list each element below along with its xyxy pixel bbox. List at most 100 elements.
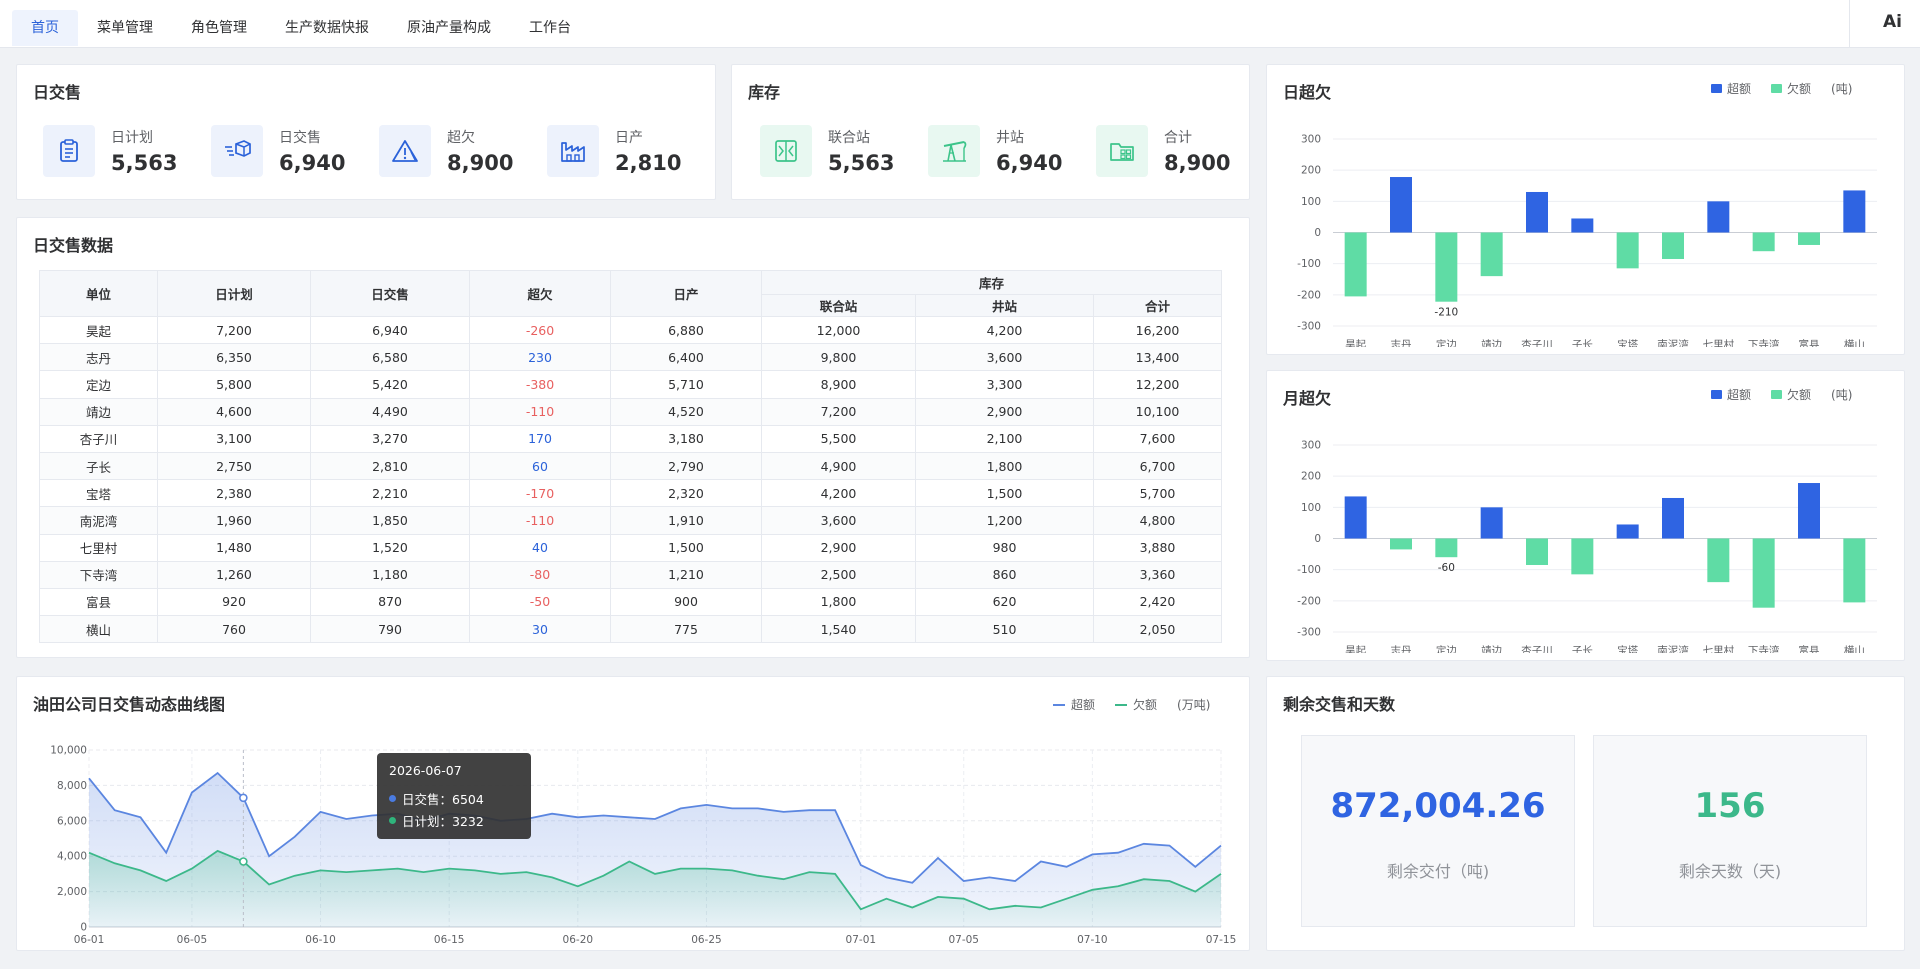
legend-surplus[interactable]: 超额: [1711, 80, 1751, 97]
table-cell: 6,700: [1093, 451, 1222, 481]
tab-home[interactable]: 首页: [12, 10, 78, 46]
bar[interactable]: [1526, 538, 1548, 565]
table-row: 宝塔 2,380 2,210 -170 2,320 4,200 1,500 5,700: [39, 479, 1222, 508]
table-cell: -110: [469, 506, 611, 535]
table-cell: 1,210: [610, 560, 762, 589]
x-tick-label: 06-25: [691, 934, 722, 946]
tab-oil-output-composition[interactable]: 原油产量构成: [407, 20, 491, 36]
tab-workbench[interactable]: 工作台: [529, 20, 571, 36]
trend-chart[interactable]: 10,000 8,000 6,000 4,000 2,000 006-01 06-05 06-…: [17, 717, 1249, 949]
x-tick-label: 07-05: [948, 934, 979, 946]
table-cell: 4,200: [915, 315, 1094, 345]
x-tick-label: 子长: [1572, 339, 1593, 347]
data-label: -60: [1438, 562, 1455, 574]
bar[interactable]: [1344, 496, 1367, 539]
bar[interactable]: [1707, 201, 1730, 233]
data-label: -210: [1434, 307, 1458, 319]
sales-data-table: 单位 日计划 日交售 超欠 日产 库存 联合站 井站 合计 昊起 7,200 6,9…: [39, 270, 1222, 644]
stat-label: 日计划: [111, 130, 153, 146]
delivery-box-icon: [211, 125, 263, 177]
header-total: 合计: [1093, 294, 1222, 317]
series-area: [89, 850, 1221, 927]
legend-swatch: [1771, 390, 1783, 399]
ai-assistant-button[interactable]: Ai: [1883, 12, 1902, 32]
y-tick-label: -200: [1297, 595, 1321, 607]
stat-value: 5,563: [828, 151, 895, 175]
stat-value: 8,900: [447, 151, 514, 175]
x-tick-label: 06-10: [305, 934, 336, 946]
bar[interactable]: [1480, 507, 1503, 539]
bar[interactable]: [1662, 232, 1684, 259]
oil-pump-icon: [928, 125, 980, 177]
table-cell: 1,800: [761, 587, 916, 617]
y-tick-label: -200: [1297, 289, 1321, 301]
x-tick-label: 杏子川: [1521, 338, 1553, 347]
bar[interactable]: [1616, 524, 1639, 539]
legend-deficit[interactable]: 欠额: [1771, 80, 1811, 97]
table-cell: 10,100: [1093, 397, 1222, 426]
legend-deficit[interactable]: 欠额: [1771, 386, 1811, 403]
legend-swatch: [1711, 84, 1722, 93]
bar[interactable]: [1480, 232, 1503, 277]
legend-surplus[interactable]: 超额: [1053, 696, 1095, 713]
tab-role-management[interactable]: 角色管理: [191, 20, 247, 36]
bar[interactable]: [1662, 497, 1684, 539]
series-line[interactable]: [88, 771, 1222, 884]
table-cell: 775: [610, 615, 762, 644]
factory-icon: [547, 125, 599, 177]
legend-line: [1053, 703, 1065, 706]
stat-inventory-total: 合计 8,900: [1096, 125, 1246, 185]
header-plan: 日计划: [157, 270, 311, 317]
table-cell: 1,500: [915, 479, 1094, 508]
table-cell: 3,360: [1093, 560, 1222, 589]
table-cell: 760: [157, 615, 311, 644]
table-cell: 子长: [39, 451, 158, 481]
table-cell: -80: [469, 560, 611, 589]
table-cell: 3,300: [915, 370, 1094, 399]
table-cell: 2,210: [310, 479, 470, 508]
y-tick-label: 300: [1301, 134, 1321, 146]
table-cell: 3,880: [1093, 533, 1222, 562]
bar[interactable]: [1571, 218, 1594, 233]
legend-label: 欠额: [1787, 388, 1812, 402]
bar[interactable]: [1752, 538, 1775, 608]
legend-deficit[interactable]: 欠额: [1115, 696, 1157, 713]
warning-triangle-icon: [379, 125, 431, 177]
bar[interactable]: [1707, 538, 1730, 583]
stat-label: 超欠: [447, 130, 475, 146]
legend-unit: (万吨): [1177, 698, 1211, 712]
table-cell: -110: [469, 397, 611, 426]
tab-production-report[interactable]: 生产数据快报: [285, 20, 369, 36]
bar[interactable]: [1571, 538, 1594, 575]
sales-data-card: 日交售数据 单位 日计划 日交售 超欠 日产 库存 联合站 井站 合计 昊起 7,…: [16, 217, 1250, 658]
stat-value: 2,810: [615, 151, 682, 175]
bar[interactable]: [1843, 190, 1866, 233]
bar[interactable]: [1435, 538, 1458, 558]
remaining-card: 剩余交售和天数 872,004.26 剩余交付（吨) 156 剩余天数（天): [1266, 676, 1905, 951]
legend-surplus[interactable]: 超额: [1711, 386, 1751, 403]
tab-menu-management[interactable]: 菜单管理: [97, 20, 153, 36]
table-cell: -260: [469, 315, 611, 345]
remaining-delivery-label: 剩余交付（吨): [1386, 862, 1490, 881]
table-cell: 1,910: [610, 506, 762, 535]
table-cell: 1,200: [915, 506, 1094, 535]
bar[interactable]: [1390, 177, 1412, 233]
x-tick-label: 富县: [1799, 644, 1820, 653]
table-cell: 16,200: [1093, 315, 1222, 345]
bar[interactable]: [1616, 232, 1639, 269]
bar[interactable]: [1526, 191, 1548, 233]
stat-label: 合计: [1164, 130, 1192, 146]
bar[interactable]: [1798, 483, 1820, 539]
table-cell: 2,420: [1093, 587, 1222, 617]
bar[interactable]: [1843, 538, 1866, 603]
daily-diff-title: 日超欠: [1283, 83, 1332, 102]
table-cell: 靖边: [39, 397, 158, 426]
bar[interactable]: [1752, 232, 1775, 252]
bar[interactable]: [1798, 232, 1820, 245]
series-line[interactable]: [88, 849, 1222, 911]
bar[interactable]: [1435, 232, 1458, 302]
legend-swatch: [1771, 84, 1783, 93]
bar[interactable]: [1344, 232, 1367, 297]
inventory-title: 库存: [748, 83, 781, 102]
bar[interactable]: [1390, 538, 1412, 550]
